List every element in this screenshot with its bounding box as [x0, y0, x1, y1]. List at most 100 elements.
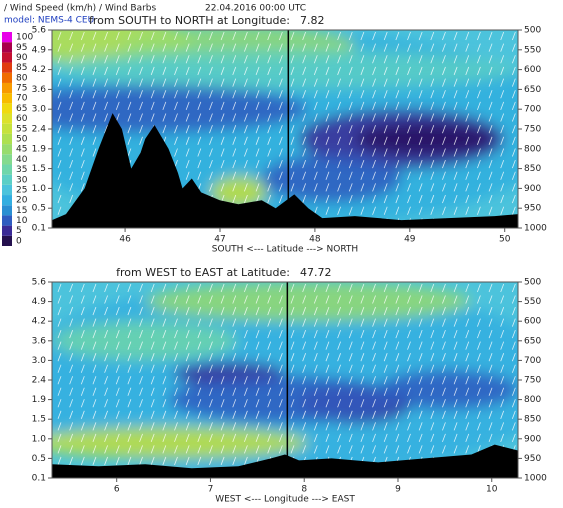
- wind-barb: [442, 90, 446, 99]
- wind-barb: [337, 410, 341, 419]
- wind-barb: [302, 148, 307, 157]
- wind-barb: [244, 295, 248, 304]
- wind-barb: [488, 318, 493, 327]
- wind-barb: [453, 318, 458, 327]
- wind-barb: [395, 364, 400, 373]
- wind-barb: [185, 171, 190, 180]
- y2-tick-label: 900: [524, 434, 541, 444]
- wind-barb: [92, 445, 97, 454]
- wind-barb: [488, 433, 493, 443]
- wind-barb: [197, 341, 202, 350]
- wind-barb: [442, 376, 446, 385]
- height-label: 1.5: [32, 164, 46, 174]
- wind-barb: [418, 295, 423, 304]
- wind-barb: [395, 171, 400, 180]
- wind-barb: [372, 194, 376, 204]
- wind-barb: [92, 125, 97, 134]
- wind-barb: [139, 433, 143, 443]
- wind-barb: [92, 341, 97, 350]
- wind-barb: [348, 78, 353, 87]
- wind-barb: [313, 125, 318, 134]
- wind-barb: [162, 364, 167, 373]
- wind-barb: [395, 445, 400, 454]
- wind-barb: [511, 31, 516, 41]
- wind-barb: [267, 125, 272, 134]
- wind-barb: [348, 206, 353, 215]
- wind-barb: [290, 31, 295, 41]
- wind-barb: [278, 171, 283, 180]
- wind-barb: [372, 159, 376, 169]
- wind-barb: [69, 66, 74, 76]
- wind-barb: [477, 387, 481, 396]
- field-blobs: [52, 282, 518, 478]
- wind-barb: [372, 387, 376, 396]
- wind-barb: [430, 31, 435, 41]
- wind-barb: [80, 159, 85, 169]
- wind-barb: [348, 329, 353, 339]
- height-label: 2.4: [32, 376, 47, 386]
- wind-barb: [360, 101, 365, 111]
- wind-barb: [442, 78, 446, 87]
- colorbar-swatch: [2, 205, 12, 216]
- wind-barb: [69, 399, 74, 408]
- wind-barb: [69, 306, 74, 316]
- wind-barb: [407, 113, 411, 122]
- wind-barb: [80, 422, 85, 431]
- wind-barb: [278, 445, 283, 454]
- wind-barb: [302, 136, 307, 145]
- wind-barb: [174, 295, 178, 304]
- wind-barb: [465, 171, 470, 180]
- wind-barb: [232, 171, 237, 180]
- wind-barb: [139, 136, 143, 145]
- wind-barb: [348, 306, 353, 316]
- wind-barb: [453, 159, 458, 169]
- wind-barb: [197, 376, 202, 385]
- wind-barb: [92, 295, 97, 304]
- wind-barb: [302, 194, 307, 204]
- wind-barb: [80, 410, 85, 419]
- wind-barb: [337, 353, 341, 362]
- wind-barb: [139, 31, 143, 41]
- wind-barb: [313, 318, 318, 327]
- wind-barb: [302, 183, 307, 192]
- wind-barb: [174, 136, 178, 145]
- wind-barb: [255, 433, 260, 443]
- wind-barb: [477, 433, 481, 443]
- wind-barb: [185, 433, 190, 443]
- wind-barb: [511, 306, 516, 316]
- wind-barb: [337, 125, 341, 134]
- wind-barb: [92, 318, 97, 327]
- wind-barb: [511, 318, 516, 327]
- wind-barb: [500, 43, 505, 52]
- wind-barb: [244, 376, 248, 385]
- wind-barb: [395, 78, 400, 87]
- wind-barb: [442, 101, 446, 111]
- wind-barb: [407, 101, 411, 111]
- wind-barb: [244, 101, 248, 111]
- wind-barb: [80, 125, 85, 134]
- wind-barb: [430, 78, 435, 87]
- wind-barb: [255, 113, 260, 122]
- wind-barb: [383, 206, 388, 215]
- wind-barb: [325, 171, 330, 180]
- wind-barb: [69, 456, 74, 466]
- wind-barb: [325, 399, 330, 408]
- wind-barb: [104, 329, 108, 339]
- wind-barb: [150, 422, 155, 431]
- wind-barb: [360, 306, 365, 316]
- wind-barb: [80, 136, 85, 145]
- wind-barb: [442, 55, 446, 64]
- colorbar-label: 55: [16, 124, 27, 134]
- wind-barb: [69, 43, 74, 52]
- wind-barb: [57, 364, 62, 373]
- field: [52, 30, 518, 228]
- wind-barb: [477, 341, 481, 350]
- wind-barb: [185, 31, 190, 41]
- wind-barb: [453, 399, 458, 408]
- wind-barb: [162, 306, 167, 316]
- wind-barb: [69, 159, 74, 169]
- wind-barb: [337, 364, 341, 373]
- wind-barb: [418, 387, 423, 396]
- wind-barb: [209, 171, 213, 180]
- wind-barb: [453, 353, 458, 362]
